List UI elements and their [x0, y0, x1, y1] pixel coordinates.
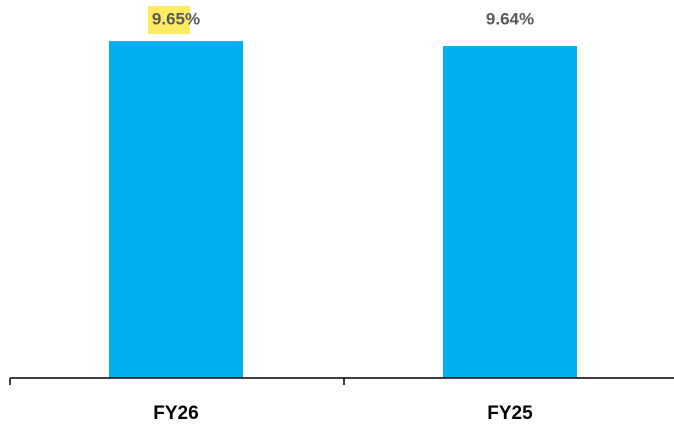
bar: [443, 46, 577, 378]
x-tick-label: FY25: [487, 403, 533, 424]
x-tick-label: FY26: [153, 403, 198, 424]
highlight: [148, 6, 190, 34]
value-label: 9.65%: [152, 9, 200, 28]
plot: 9.65% FY26 9.64% FY25: [109, 9, 577, 424]
value-label: 9.64%: [486, 9, 534, 28]
bar: [109, 41, 243, 378]
